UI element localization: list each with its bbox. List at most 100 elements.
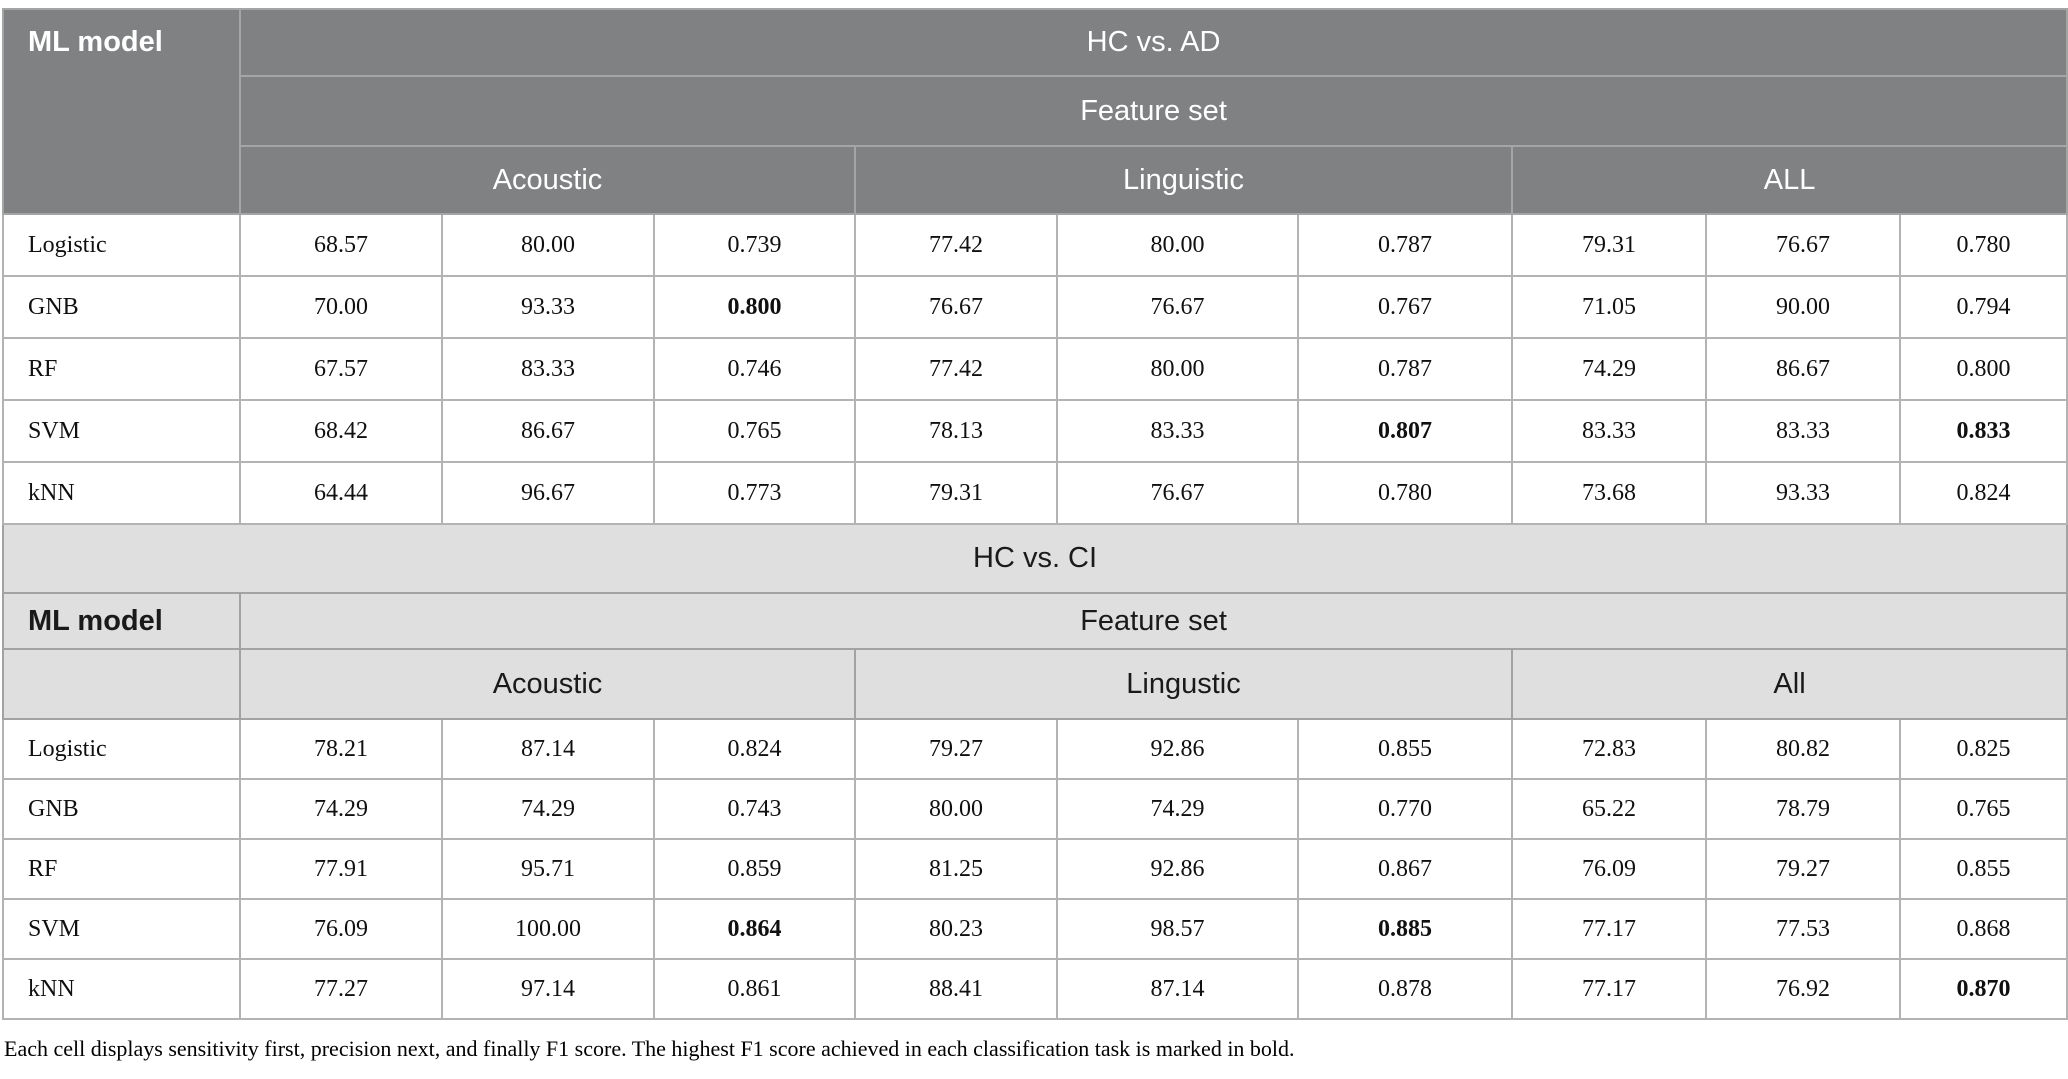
value-cell: 73.68 — [1511, 461, 1707, 525]
value-cell: 78.79 — [1705, 778, 1901, 840]
table-row: Logistic 68.57 80.00 0.739 77.42 80.00 0.787 79… — [2, 213, 2068, 277]
value-cell: 0.870 — [1898, 958, 2068, 1020]
value-cell: 83.33 — [441, 337, 655, 401]
value-cell: 74.29 — [1056, 778, 1299, 840]
group-header-lingustic-2: Lingustic — [854, 648, 1513, 720]
header-row-featureset-2: ML model Feature set — [2, 592, 2068, 650]
value-cell: 80.00 — [441, 213, 655, 277]
model-name-cell: RF — [2, 337, 241, 401]
table-row: kNN 77.27 97.14 0.861 88.41 87.14 0.878 77.17 76… — [2, 958, 2068, 1020]
value-cell: 0.794 — [1898, 275, 2068, 339]
value-cell: 0.833 — [1898, 399, 2068, 463]
value-cell: 76.67 — [854, 275, 1058, 339]
model-name-cell: Logistic — [2, 718, 241, 780]
value-cell: 0.861 — [653, 958, 856, 1020]
value-cell: 0.765 — [1898, 778, 2068, 840]
value-cell: 0.800 — [1898, 337, 2068, 401]
value-cell: 77.42 — [854, 337, 1058, 401]
model-name-cell: GNB — [2, 778, 241, 840]
value-cell: 0.864 — [653, 898, 856, 960]
value-cell: 92.86 — [1056, 718, 1299, 780]
value-cell: 80.23 — [854, 898, 1058, 960]
value-cell: 0.855 — [1297, 718, 1513, 780]
task-header-hc-vs-ci: HC vs. CI — [1, 523, 2068, 594]
model-name-cell: SVM — [2, 898, 241, 960]
model-name-cell: RF — [2, 838, 241, 900]
value-cell: 74.29 — [441, 778, 655, 840]
value-cell: 72.83 — [1511, 718, 1707, 780]
value-cell: 0.739 — [653, 213, 856, 277]
value-cell: 88.41 — [854, 958, 1058, 1020]
value-cell: 86.67 — [1705, 337, 1901, 401]
table-row: GNB 70.00 93.33 0.800 76.67 76.67 0.767 71.05 90… — [2, 275, 2068, 339]
header-row-groups-2: Acoustic Lingustic All — [2, 648, 2068, 720]
header-row-featureset-1: Feature set — [3, 75, 2068, 147]
feature-set-header-2: Feature set — [238, 592, 2068, 650]
value-cell: 64.44 — [239, 461, 443, 525]
value-cell: 0.855 — [1898, 838, 2068, 900]
group-header-linguistic-1: Linguistic — [854, 145, 1513, 215]
value-cell: 76.92 — [1705, 958, 1901, 1020]
group-header-all-1: ALL — [1510, 145, 2068, 215]
value-cell: 87.14 — [441, 718, 655, 780]
empty-header-cell — [2, 648, 241, 720]
value-cell: 77.42 — [854, 213, 1058, 277]
value-cell: 68.57 — [239, 213, 443, 277]
value-cell: 0.787 — [1297, 213, 1513, 277]
value-cell: 80.00 — [1056, 337, 1299, 401]
model-name-cell: Logistic — [2, 213, 241, 277]
value-cell: 79.27 — [1705, 838, 1901, 900]
value-cell: 0.780 — [1297, 461, 1513, 525]
ml-model-header-1: ML model — [2, 8, 241, 215]
value-cell: 0.868 — [1898, 898, 2068, 960]
value-cell: 0.824 — [653, 718, 856, 780]
value-cell: 96.67 — [441, 461, 655, 525]
value-cell: 98.57 — [1056, 898, 1299, 960]
value-cell: 93.33 — [1705, 461, 1901, 525]
value-cell: 77.17 — [1511, 898, 1707, 960]
value-cell: 0.878 — [1297, 958, 1513, 1020]
model-name-cell: SVM — [2, 399, 241, 463]
value-cell: 70.00 — [239, 275, 443, 339]
value-cell: 80.82 — [1705, 718, 1901, 780]
value-cell: 86.67 — [441, 399, 655, 463]
table-row: SVM 76.09 100.00 0.864 80.23 98.57 0.885 77.17 7… — [2, 898, 2068, 960]
value-cell: 0.825 — [1898, 718, 2068, 780]
value-cell: 76.09 — [239, 898, 443, 960]
value-cell: 0.824 — [1898, 461, 2068, 525]
value-cell: 93.33 — [441, 275, 655, 339]
value-cell: 0.746 — [653, 337, 856, 401]
value-cell: 92.86 — [1056, 838, 1299, 900]
value-cell: 76.67 — [1056, 275, 1299, 339]
value-cell: 100.00 — [441, 898, 655, 960]
value-cell: 74.29 — [1511, 337, 1707, 401]
value-cell: 77.27 — [239, 958, 443, 1020]
table-row: SVM 68.42 86.67 0.765 78.13 83.33 0.807 83.33 83… — [2, 399, 2068, 463]
value-cell: 77.17 — [1511, 958, 1707, 1020]
ml-model-header-2: ML model — [2, 592, 241, 650]
header-row-task-1: ML model HC vs. AD — [2, 8, 2068, 215]
table-row: RF 67.57 83.33 0.746 77.42 80.00 0.787 74.29 86.… — [2, 337, 2068, 401]
value-cell: 77.91 — [239, 838, 443, 900]
table-row: GNB 74.29 74.29 0.743 80.00 74.29 0.770 65.22 78… — [2, 778, 2068, 840]
value-cell: 83.33 — [1511, 399, 1707, 463]
value-cell: 65.22 — [1511, 778, 1707, 840]
header-row-task-2: HC vs. CI — [1, 523, 2068, 594]
group-header-acoustic-1: Acoustic — [239, 145, 856, 215]
value-cell: 83.33 — [1705, 399, 1901, 463]
value-cell: 78.13 — [854, 399, 1058, 463]
value-cell: 0.867 — [1297, 838, 1513, 900]
value-cell: 76.67 — [1705, 213, 1901, 277]
value-cell: 0.807 — [1297, 399, 1513, 463]
value-cell: 0.885 — [1297, 898, 1513, 960]
model-name-cell: kNN — [2, 461, 241, 525]
value-cell: 76.67 — [1056, 461, 1299, 525]
value-cell: 83.33 — [1056, 399, 1299, 463]
table-footnote: Each cell displays sensitivity first, pr… — [4, 1036, 1295, 1061]
value-cell: 78.21 — [239, 718, 443, 780]
value-cell: 0.800 — [653, 275, 856, 339]
value-cell: 0.743 — [653, 778, 856, 840]
value-cell: 0.767 — [1297, 275, 1513, 339]
value-cell: 0.859 — [653, 838, 856, 900]
table-row: RF 77.91 95.71 0.859 81.25 92.86 0.867 76.09 79.… — [2, 838, 2068, 900]
